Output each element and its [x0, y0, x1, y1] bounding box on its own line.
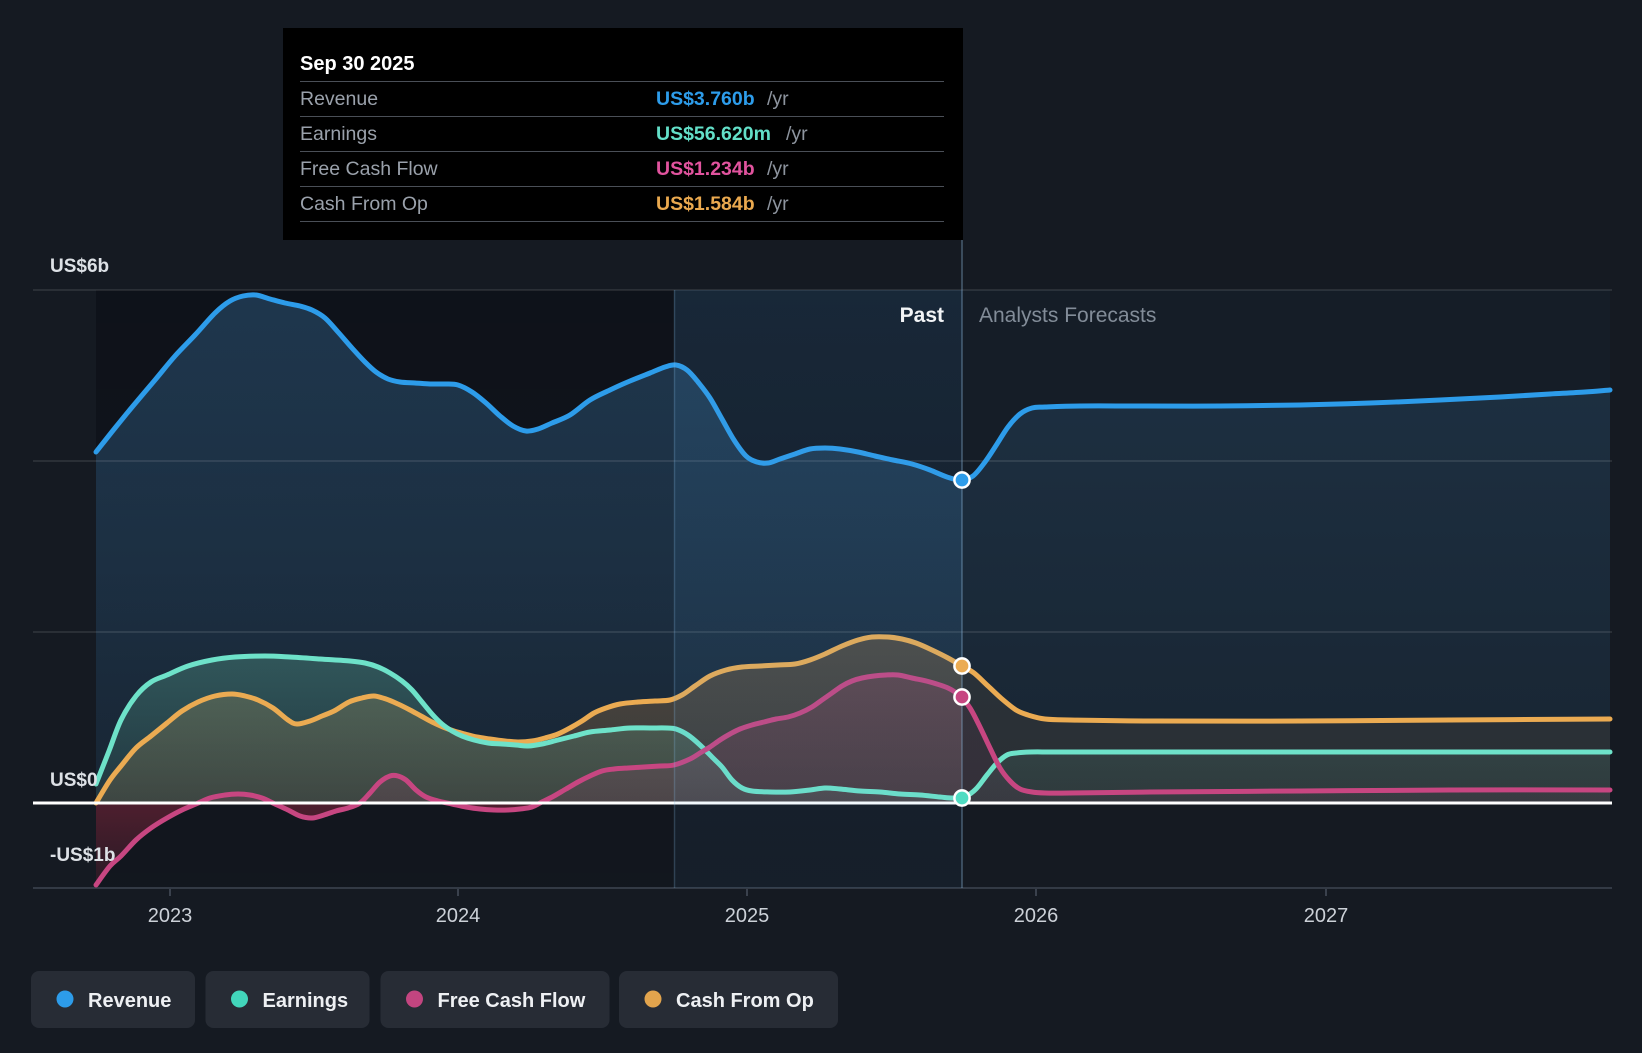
- svg-text:/yr: /yr: [767, 158, 789, 180]
- svg-text:US$1.234b: US$1.234b: [656, 158, 755, 180]
- svg-text:Free Cash Flow: Free Cash Flow: [438, 990, 586, 1012]
- svg-text:-US$1b: -US$1b: [50, 845, 115, 866]
- svg-text:/yr: /yr: [786, 123, 808, 145]
- svg-text:Cash From Op: Cash From Op: [676, 990, 814, 1012]
- svg-text:Revenue: Revenue: [88, 990, 171, 1012]
- svg-text:Sep 30 2025: Sep 30 2025: [300, 53, 415, 75]
- svg-text:Earnings: Earnings: [300, 123, 377, 145]
- svg-text:Cash From Op: Cash From Op: [300, 193, 428, 215]
- svg-text:US$0: US$0: [50, 770, 98, 791]
- svg-text:2027: 2027: [1304, 905, 1349, 927]
- svg-text:Earnings: Earnings: [263, 990, 349, 1012]
- svg-text:2023: 2023: [148, 905, 193, 927]
- svg-text:Free Cash Flow: Free Cash Flow: [300, 158, 439, 180]
- svg-text:2025: 2025: [725, 905, 770, 927]
- svg-text:US$6b: US$6b: [50, 256, 109, 277]
- svg-text:/yr: /yr: [767, 88, 789, 110]
- svg-text:2024: 2024: [436, 905, 481, 927]
- svg-text:Past: Past: [900, 304, 944, 327]
- svg-text:US$1.584b: US$1.584b: [656, 193, 755, 215]
- svg-text:Revenue: Revenue: [300, 88, 378, 110]
- svg-text:Analysts Forecasts: Analysts Forecasts: [979, 304, 1156, 327]
- svg-text:2026: 2026: [1014, 905, 1059, 927]
- svg-text:US$56.620m: US$56.620m: [656, 123, 771, 145]
- svg-text:US$3.760b: US$3.760b: [656, 88, 755, 110]
- svg-text:/yr: /yr: [767, 193, 789, 215]
